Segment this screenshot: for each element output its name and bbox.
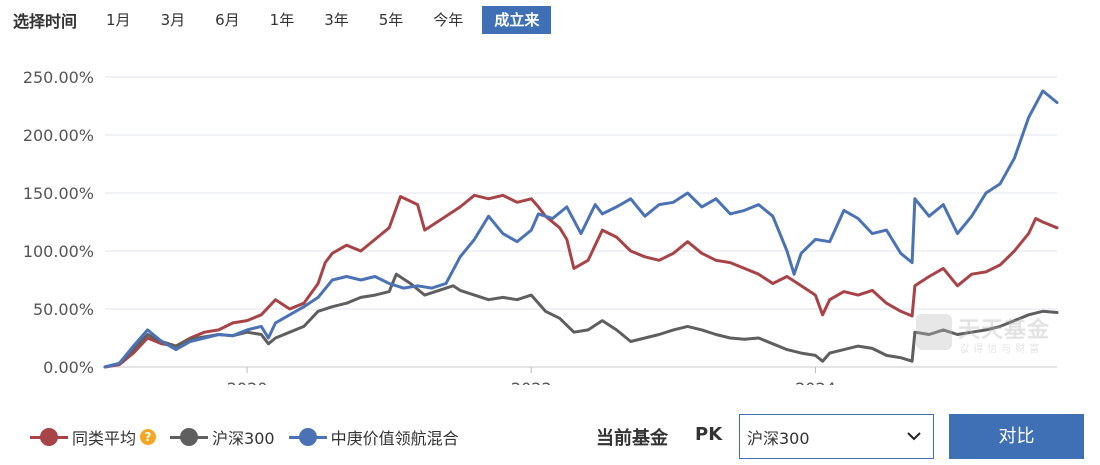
series-line-0 [103,193,1059,369]
y-tick-label: 0.00% [43,358,94,377]
y-tick-label: 200.00% [23,126,94,145]
watermark-logo-icon [916,314,952,350]
performance-chart: 0.00% 50.00% 100.00% 150.00% 200.00% 250.00% 2… [23,68,1059,385]
compare-button[interactable]: 对比 [949,414,1084,459]
chart-legend: 同类平均 ? 沪深300 中庚价值领航混合 [30,426,473,448]
period-5y[interactable]: 5年 [378,11,404,29]
legend-swatch-category-average [30,427,68,447]
legend-dot [180,428,199,446]
pk-label: PK [695,424,723,445]
period-since-inception[interactable]: 成立来 [482,6,552,34]
legend-dot [40,428,58,446]
period-1m[interactable]: 1月 [106,11,131,29]
y-tick-label: 250.00% [23,68,94,87]
current-fund-label: 当前基金 [596,428,668,449]
x-tick-label: 2024 [795,379,836,385]
watermark: 天天基金 값得信与财富 [916,312,1064,358]
y-tick-label: 150.00% [23,184,94,203]
legend-item-fund[interactable]: 中庚价值领航混合 [288,425,459,449]
legend-label-category-average: 同类平均 [72,429,137,448]
period-3y[interactable]: 3年 [324,11,349,29]
legend-swatch-csi300 [170,427,209,447]
x-tick-label: 2022 [511,379,552,385]
series-line-1 [103,272,1059,369]
legend-dot [298,428,317,446]
watermark-text: 天天基金 [958,318,1051,343]
period-ytd[interactable]: 今年 [433,11,464,29]
period-3m[interactable]: 3月 [160,11,186,29]
compare-select[interactable]: 沪深300 [739,414,934,459]
period-6m[interactable]: 6月 [215,11,240,29]
x-tick-label: 2020 [227,379,268,385]
help-icon[interactable]: ? [140,429,157,445]
series-line-2 [103,89,1059,369]
y-tick-label: 50.00% [33,300,94,319]
legend-item-csi300[interactable]: 沪深300 [170,425,275,449]
legend-label-fund: 中庚价值领航混合 [330,429,459,448]
legend-label-csi300: 沪深300 [212,429,275,448]
watermark-subtext: 값得信与财富 [960,344,1044,355]
period-selector: 选择时间 1月 3月 6月 1年 3年 5年 今年 成立来 [0,6,552,34]
period-1y[interactable]: 1年 [269,11,295,29]
legend-item-category-average[interactable]: 同类平均 ? [30,425,157,449]
y-tick-label: 100.00% [23,242,94,261]
period-title: 选择时间 [13,12,78,31]
compare-select-value: 沪深300 [747,428,810,448]
chevron-down-icon [907,432,921,441]
legend-swatch-fund [288,427,327,447]
